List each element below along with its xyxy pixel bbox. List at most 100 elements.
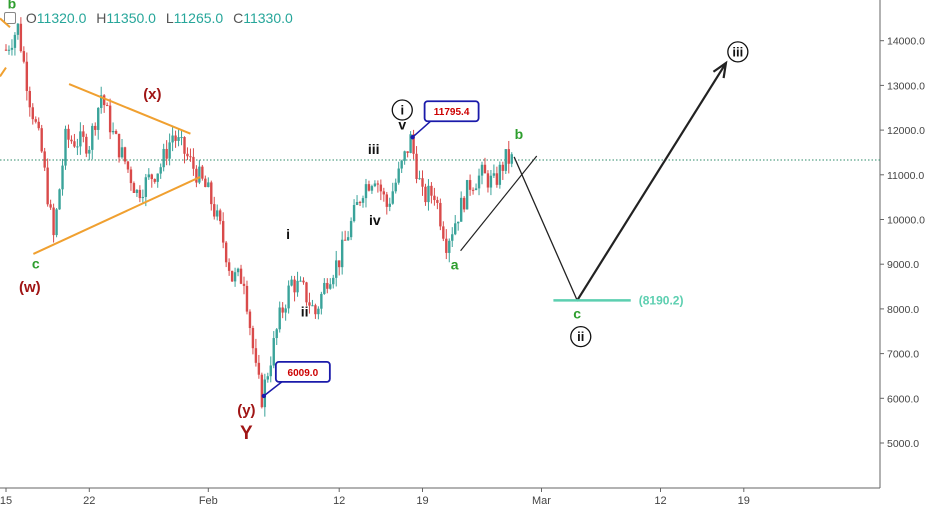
- candle-body: [454, 223, 457, 235]
- y-tick-label: 5000.0: [887, 438, 919, 450]
- price-label-anchor: [410, 135, 415, 140]
- candle-body: [123, 147, 127, 162]
- y-tick-label: 12000.0: [887, 125, 925, 137]
- y-tick-label: 9000.0: [887, 259, 919, 271]
- y-tick-label: 10000.0: [887, 215, 925, 227]
- candle-body: [70, 139, 73, 142]
- target-label: (8190.2): [639, 293, 684, 307]
- candle-body: [278, 307, 281, 330]
- candle-body: [168, 142, 171, 159]
- ohlc-open-value: 11320.0: [36, 10, 87, 26]
- candle-body: [189, 156, 192, 158]
- candle-body: [442, 226, 445, 239]
- candle-body: [251, 328, 255, 349]
- candle-body: [126, 161, 130, 170]
- candle-body: [340, 239, 344, 268]
- ohlc-high-key: H: [96, 10, 107, 26]
- candle-body: [501, 164, 505, 171]
- ohlc-low-value: 11265.0: [173, 10, 224, 26]
- candle-body: [415, 153, 418, 180]
- x-tick-label: 15: [0, 495, 12, 507]
- candle-body: [293, 279, 296, 293]
- circled-wave-label: ii: [577, 329, 584, 344]
- candle-body: [421, 178, 424, 187]
- candle-body: [311, 305, 314, 307]
- candle-body: [326, 282, 329, 289]
- candle-body: [64, 128, 67, 166]
- ohlc-close-key: C: [233, 10, 244, 26]
- x-tick-label: 12: [654, 495, 666, 507]
- candle-body: [263, 379, 267, 408]
- candle-body: [10, 47, 14, 50]
- candle-body: [201, 166, 204, 179]
- candle-body: [323, 282, 326, 294]
- candle-body: [102, 95, 106, 106]
- candle-body: [22, 51, 26, 62]
- candle-body: [221, 221, 225, 243]
- wave-label: b: [515, 126, 524, 142]
- candle-body: [329, 284, 332, 289]
- candle-body: [474, 188, 478, 191]
- candle-body: [451, 234, 454, 241]
- candle-body: [436, 200, 439, 203]
- wave-label: a: [451, 257, 459, 273]
- candle-body: [284, 308, 287, 313]
- candle-body: [156, 173, 159, 182]
- y-tick-label: 7000.0: [887, 349, 919, 361]
- candle-body: [58, 189, 61, 210]
- wave-label: (y): [237, 402, 255, 419]
- candle-body: [171, 135, 174, 143]
- collapse-box-icon[interactable]: [4, 12, 16, 24]
- y-tick-label: 13000.0: [887, 80, 925, 92]
- candle-body: [132, 183, 136, 193]
- circled-wave-marker: [391, 99, 413, 121]
- circled-wave-label: iii: [732, 44, 743, 59]
- candle-body: [445, 238, 448, 253]
- ohlc-low-key: L: [165, 10, 174, 26]
- candle-body: [498, 164, 502, 185]
- candle-body: [439, 202, 442, 227]
- candle-body: [129, 169, 133, 184]
- candle-body: [462, 197, 466, 210]
- candle-body: [141, 196, 145, 199]
- x-tick-label: 19: [738, 495, 750, 507]
- candle-body: [55, 209, 58, 236]
- x-tick-label: 12: [333, 495, 345, 507]
- candle-body: [67, 128, 70, 140]
- candle-body: [367, 184, 371, 191]
- candle-body: [34, 119, 37, 122]
- candle-body: [320, 293, 323, 309]
- candle-body: [76, 146, 79, 148]
- candle-body: [46, 167, 49, 205]
- projection-arrow-shaft: [576, 62, 727, 301]
- candle-body: [418, 178, 421, 180]
- candle-body: [135, 189, 139, 193]
- price-label-anchor: [261, 393, 267, 399]
- candle-body: [486, 173, 490, 188]
- candle-body: [373, 183, 377, 187]
- candle-body: [94, 125, 97, 130]
- candle-body: [308, 302, 311, 306]
- candle-body: [269, 365, 272, 377]
- candle-body: [349, 221, 353, 238]
- candle-body: [346, 237, 350, 241]
- candle-body: [177, 137, 180, 141]
- candle-body: [302, 280, 305, 283]
- candle-body: [186, 153, 189, 157]
- candle-body: [457, 221, 460, 224]
- candle-body: [406, 151, 409, 153]
- candle-body: [25, 61, 29, 91]
- candle-body: [403, 151, 406, 161]
- candle-body: [477, 175, 481, 189]
- candle-body: [49, 204, 52, 208]
- candle-body: [376, 183, 380, 185]
- candle-body: [409, 134, 412, 153]
- candle-body: [465, 180, 469, 210]
- candle-body: [507, 149, 510, 164]
- price-label-text: 11795.4: [434, 107, 470, 118]
- candle-body: [31, 107, 34, 120]
- candle-body: [13, 34, 17, 48]
- wave-label: c: [32, 256, 40, 272]
- price-label-box: [423, 100, 480, 123]
